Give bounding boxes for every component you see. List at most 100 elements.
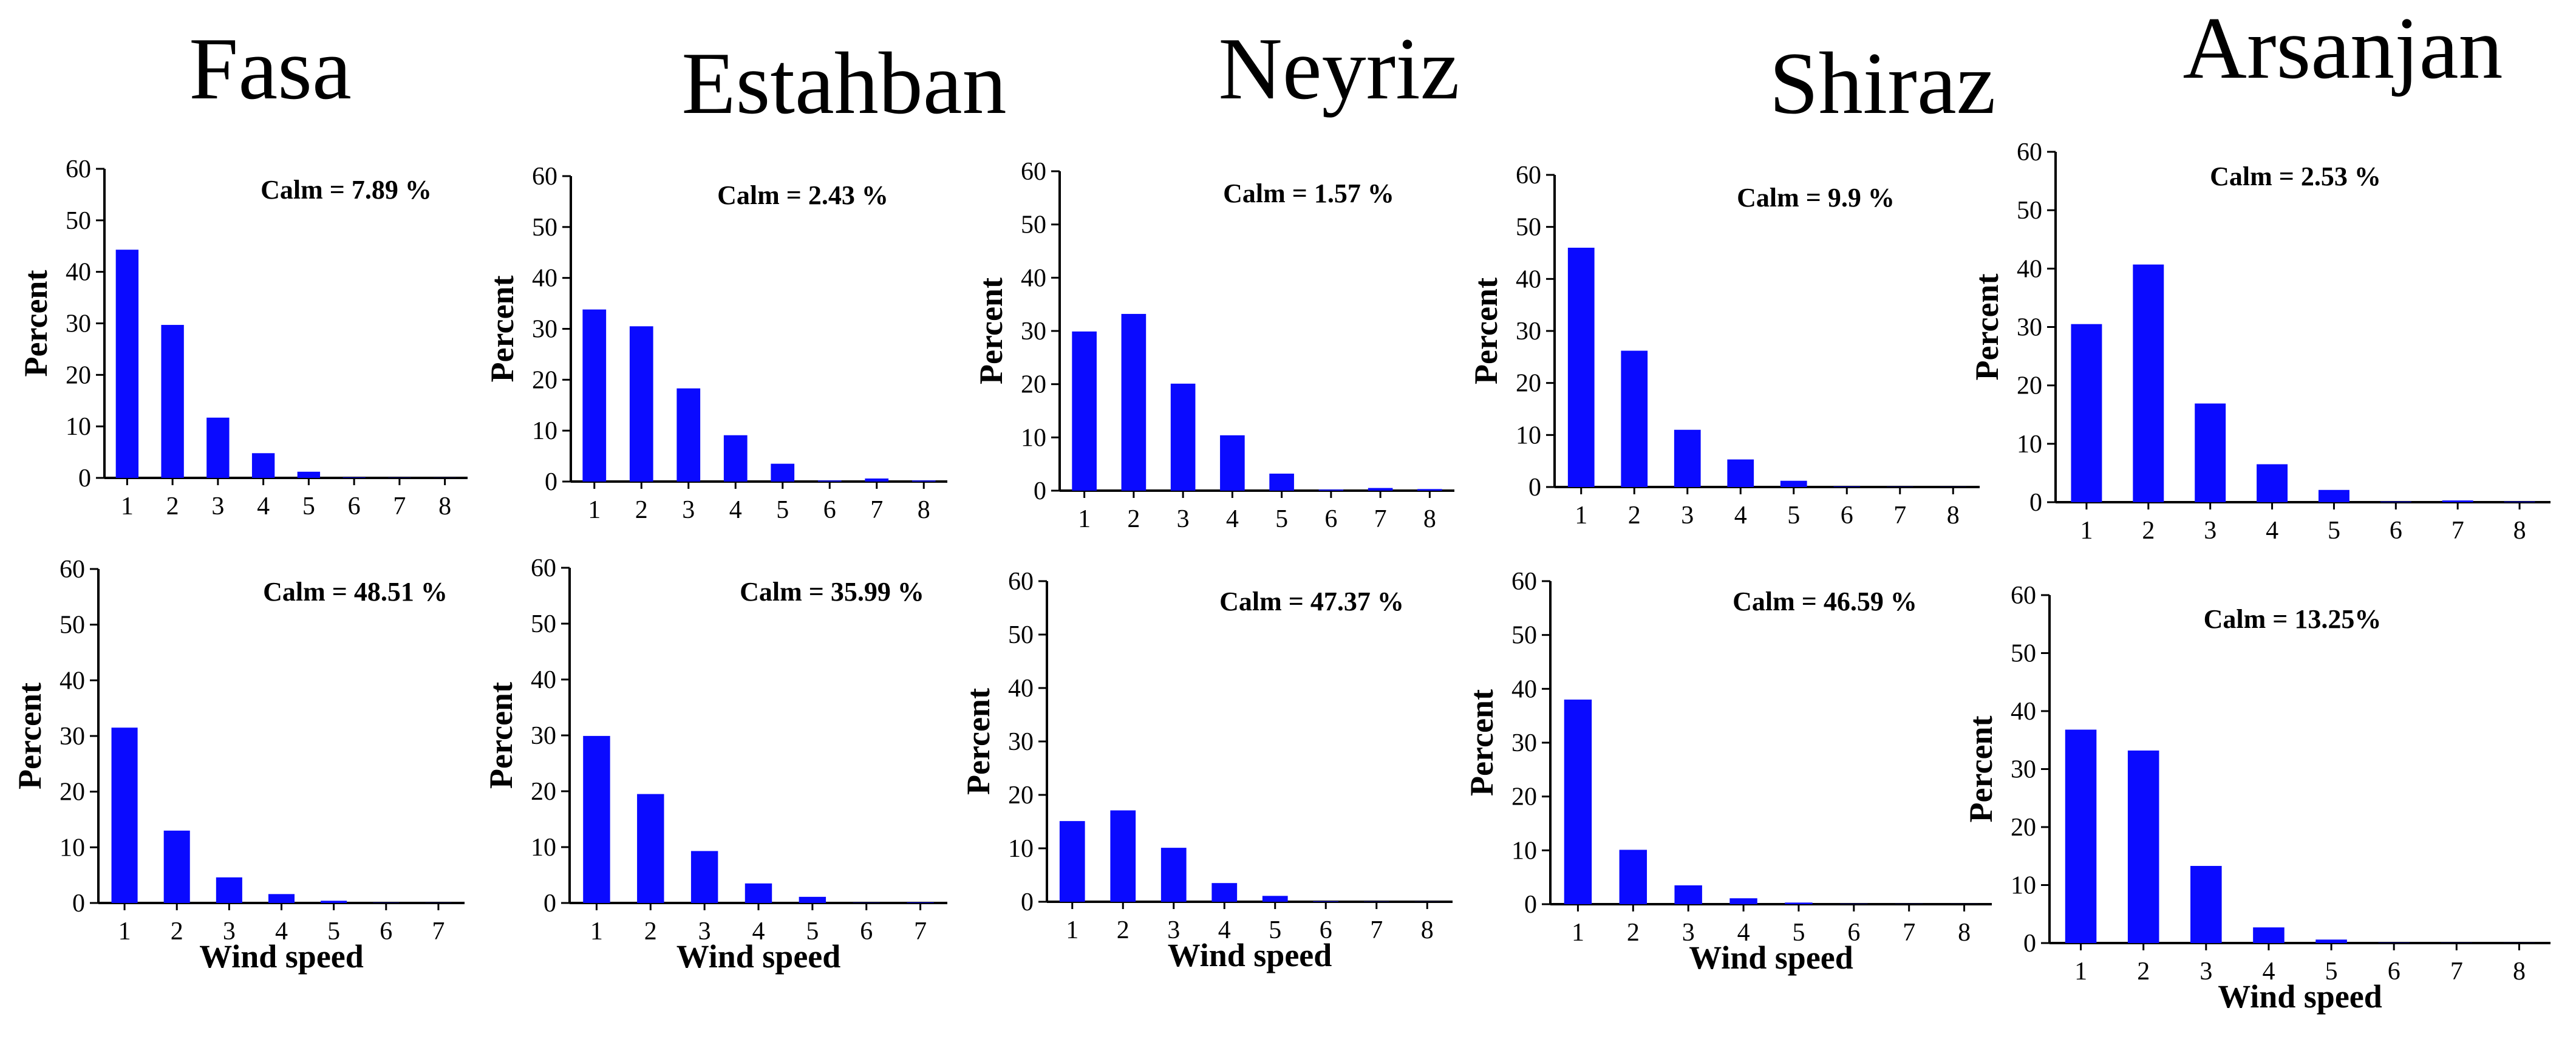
city-titles: Fasa Estahban Neyriz Shiraz Arsanjan	[189, 0, 2503, 132]
chart-shiraz-top-x-tick-label: 1	[1575, 502, 1587, 530]
chart-arsanjan-bottom-calm-annotation: Calm = 13.25%	[2204, 604, 2382, 634]
chart-estahban-bottom-y-tick-label: 30	[531, 722, 556, 750]
chart-fasa-bottom-calm-annotation: Calm = 48.51 %	[263, 577, 448, 607]
chart-estahban-top-bar	[676, 388, 701, 482]
chart-estahban-top-y-tick-label: 30	[532, 316, 557, 344]
chart-shiraz-bottom-y-axis-label: Percent	[1463, 689, 1500, 796]
chart-shiraz-top-y-tick-label: 50	[1516, 214, 1541, 242]
chart-shiraz-bottom-y-tick-label: 0	[1524, 891, 1537, 919]
chart-arsanjan-top-y-tick-label: 10	[2017, 431, 2042, 458]
chart-estahban-bottom-y-tick-label: 20	[531, 778, 556, 806]
chart-shiraz-bottom-y-tick-label: 30	[1511, 729, 1537, 757]
chart-fasa-top-bar	[251, 453, 275, 478]
chart-fasa-bottom-x-tick-label: 6	[380, 918, 392, 945]
chart-arsanjan-bottom-y-tick-label: 50	[2011, 640, 2036, 668]
chart-shiraz-bottom-bar	[1674, 885, 1702, 904]
chart-estahban-top-y-tick-label: 40	[532, 265, 557, 293]
chart-neyriz-bottom-x-tick-label: 2	[1117, 916, 1130, 944]
chart-arsanjan-bottom-y-axis-label: Percent	[1963, 716, 1999, 823]
chart-fasa-bottom-bar	[216, 877, 242, 903]
chart-neyriz-top-x-tick-label: 5	[1275, 505, 1288, 533]
chart-shiraz-top-bar	[1780, 480, 1807, 487]
chart-shiraz-top-bar	[1674, 429, 1701, 487]
chart-arsanjan-top-x-tick-label: 3	[2204, 517, 2217, 545]
chart-neyriz-bottom-bar	[1313, 901, 1339, 902]
chart-arsanjan-top-y-tick-label: 20	[2017, 372, 2042, 400]
chart-shiraz-bottom-x-tick-label: 5	[1792, 919, 1805, 947]
chart-estahban-top-calm-annotation: Calm = 2.43 %	[717, 180, 888, 210]
chart-arsanjan-bottom-bar	[2127, 750, 2159, 943]
chart-estahban-top: 0 10 20 30 40 50 60 1 2 3 4 5 6 7 8 Percent Calm = 2.43 …	[484, 163, 947, 524]
chart-estahban-bottom-bar	[583, 735, 610, 903]
chart-shiraz-bottom: 0 10 20 30 40 50 60 1 2 3 4 5 6 7 8 Percent Wind speed Ca…	[1463, 568, 1992, 976]
chart-neyriz-top-y-tick-label: 10	[1021, 424, 1046, 452]
chart-neyriz-top: 0 10 20 30 40 50 60 1 2 3 4 5 6 7 8 Percent Calm = 1.57 …	[973, 158, 1454, 533]
chart-shiraz-top-x-tick-label: 2	[1628, 502, 1641, 530]
chart-estahban-top-x-tick-label: 1	[588, 496, 601, 524]
city-title-shiraz: Shiraz	[1770, 34, 1996, 132]
chart-arsanjan-bottom-x-tick-label: 8	[2513, 958, 2526, 986]
chart-fasa-top-y-tick-label: 0	[78, 465, 91, 492]
chart-arsanjan-top-x-tick-label: 4	[2266, 517, 2278, 545]
chart-arsanjan-top-bar	[2133, 264, 2164, 502]
chart-fasa-top-bar	[342, 477, 366, 478]
chart-fasa-bottom-x-tick-label: 3	[223, 918, 236, 945]
chart-estahban-top-y-tick-label: 0	[545, 468, 557, 496]
chart-estahban-top-bar	[817, 480, 842, 482]
chart-arsanjan-top-y-tick-label: 60	[2017, 138, 2042, 166]
chart-neyriz-bottom-y-tick-label: 60	[1008, 568, 1034, 596]
chart-estahban-bottom-bar	[907, 902, 934, 903]
chart-shiraz-top-x-tick-label: 7	[1893, 502, 1906, 530]
chart-arsanjan-bottom-bar	[2253, 927, 2285, 943]
chart-estahban-top-bar	[629, 326, 653, 482]
chart-arsanjan-bottom-y-tick-label: 10	[2011, 872, 2036, 900]
chart-fasa-bottom-y-tick-label: 30	[60, 723, 85, 751]
chart-arsanjan-top-y-tick-label: 50	[2017, 197, 2042, 225]
chart-arsanjan-top-bar	[2442, 500, 2473, 502]
chart-fasa-top-x-tick-label: 5	[302, 492, 315, 520]
chart-neyriz-top-y-tick-label: 30	[1021, 318, 1046, 346]
chart-shiraz-top-calm-annotation: Calm = 9.9 %	[1737, 183, 1895, 213]
chart-shiraz-top-bar	[1833, 486, 1861, 487]
chart-fasa-top-y-axis-label: Percent	[18, 270, 54, 377]
chart-shiraz-bottom-bar	[1564, 700, 1592, 904]
chart-fasa-top-bar	[161, 325, 184, 478]
chart-fasa-top-y-tick-label: 20	[66, 361, 91, 389]
chart-shiraz-top-y-tick-label: 0	[1528, 474, 1541, 502]
chart-arsanjan-bottom-x-tick-label: 2	[2137, 958, 2150, 986]
chart-fasa-bottom: 0 10 20 30 40 50 60 1 2 3 4 5 6 7 Percent Wind speed Cal…	[12, 556, 465, 975]
chart-fasa-bottom-bar	[111, 727, 138, 903]
chart-arsanjan-top-x-tick-label: 8	[2513, 517, 2526, 545]
chart-estahban-bottom-x-tick-label: 7	[914, 918, 927, 945]
chart-neyriz-top-bar	[1121, 313, 1147, 491]
chart-shiraz-bottom-y-tick-label: 60	[1511, 568, 1537, 596]
chart-estahban-bottom-x-axis-label: Wind speed	[676, 938, 841, 975]
city-title-estahban: Estahban	[681, 34, 1006, 132]
chart-shiraz-bottom-x-tick-label: 8	[1958, 919, 1971, 947]
chart-fasa-top-x-tick-label: 3	[211, 492, 224, 520]
chart-shiraz-bottom-x-tick-label: 3	[1682, 919, 1695, 947]
chart-shiraz-top-x-tick-label: 8	[1947, 502, 1960, 530]
chart-shiraz-bottom-y-tick-label: 50	[1511, 622, 1537, 650]
chart-estahban-bottom-y-tick-label: 0	[543, 890, 556, 918]
chart-estahban-bottom-bar	[690, 851, 718, 903]
chart-neyriz-bottom-bar	[1110, 810, 1136, 902]
chart-neyriz-bottom-y-tick-label: 0	[1021, 888, 1034, 916]
chart-arsanjan-bottom-x-tick-label: 6	[2388, 958, 2401, 986]
chart-neyriz-top-bar	[1220, 435, 1245, 491]
chart-neyriz-bottom-calm-annotation: Calm = 47.37 %	[1219, 587, 1404, 616]
chart-neyriz-top-bar	[1170, 383, 1196, 491]
chart-estahban-top-y-tick-label: 60	[532, 163, 557, 191]
chart-neyriz-bottom-bar	[1211, 883, 1238, 902]
chart-estahban-bottom-y-tick-label: 40	[531, 666, 556, 694]
chart-arsanjan-top-bar	[2257, 464, 2288, 502]
chart-arsanjan-top-bar	[2195, 403, 2226, 502]
chart-neyriz-bottom-bar	[1160, 848, 1187, 902]
chart-arsanjan-bottom-y-tick-label: 40	[2011, 698, 2036, 726]
chart-arsanjan-bottom-y-tick-label: 0	[2023, 930, 2036, 958]
chart-fasa-top-bar	[206, 417, 230, 478]
chart-arsanjan-top-y-tick-label: 40	[2017, 255, 2042, 283]
chart-fasa-bottom-x-axis-label: Wind speed	[199, 938, 364, 975]
chart-arsanjan-bottom-x-axis-label: Wind speed	[2218, 978, 2382, 1015]
